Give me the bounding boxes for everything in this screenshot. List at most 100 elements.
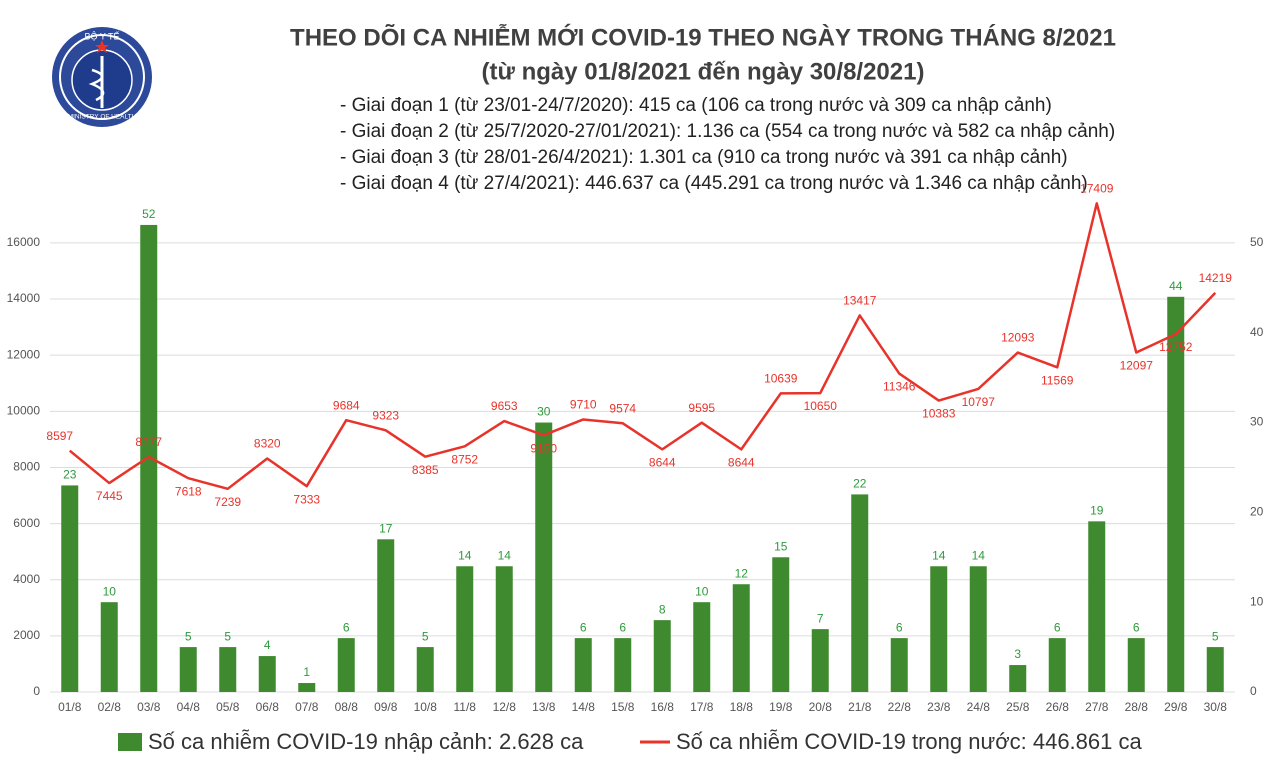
x-tick-label: 09/8 (374, 700, 398, 714)
bar-value-label: 5 (422, 629, 429, 643)
bar (1167, 296, 1185, 692)
bar-value-label: 1 (303, 665, 310, 679)
annotation: - Giai đoạn 2 (từ 25/7/2020-27/01/2021):… (340, 121, 1115, 142)
y-tick-label: 0 (33, 684, 40, 698)
x-tick-label: 12/8 (493, 700, 517, 714)
bar-value-label: 14 (932, 548, 946, 562)
bar-value-label: 14 (972, 548, 986, 562)
line-value-label: 7445 (96, 489, 123, 503)
y2-tick-label: 50 (1250, 235, 1264, 249)
x-tick-label: 10/8 (414, 700, 438, 714)
bar (535, 422, 553, 692)
x-tick-label: 23/8 (927, 700, 951, 714)
bar-value-label: 30 (537, 405, 551, 419)
logo-bottom: MINISTRY OF HEALTH (68, 114, 137, 121)
line-value-label: 9653 (491, 399, 518, 413)
x-tick-label: 16/8 (651, 700, 675, 714)
line-value-label: 12752 (1159, 340, 1193, 354)
bar-value-label: 6 (1133, 620, 1140, 634)
bar (298, 683, 316, 692)
y-tick-label: 4000 (13, 572, 40, 586)
y-tick-label: 10000 (7, 403, 41, 417)
bar (1009, 665, 1027, 692)
x-tick-label: 19/8 (769, 700, 793, 714)
bar (614, 638, 632, 692)
y-tick-label: 12000 (7, 347, 41, 361)
chart-title: THEO DÕI CA NHIỄM MỚI COVID-19 THEO NGÀY… (290, 22, 1116, 51)
line-value-label: 12097 (1120, 359, 1154, 373)
line-value-label: 8385 (412, 463, 439, 477)
x-tick-label: 13/8 (532, 700, 556, 714)
x-tick-label: 08/8 (335, 700, 359, 714)
line-value-label: 17409 (1080, 182, 1114, 196)
bar (1127, 638, 1145, 692)
bar-value-label: 4 (264, 638, 271, 652)
bar-value-label: 22 (853, 477, 867, 491)
line-value-label: 9684 (333, 398, 360, 412)
y-tick-label: 14000 (7, 291, 41, 305)
x-tick-label: 26/8 (1046, 700, 1070, 714)
bar (456, 566, 474, 692)
bar (1088, 521, 1106, 692)
x-tick-label: 28/8 (1125, 700, 1149, 714)
bar (179, 647, 197, 692)
chart-subtitle: (từ ngày 01/8/2021 đến ngày 30/8/2021) (482, 58, 925, 85)
line-value-label: 8644 (649, 456, 676, 470)
y-tick-label: 6000 (13, 516, 40, 530)
y2-tick-label: 30 (1250, 415, 1264, 429)
y-tick-label: 16000 (7, 235, 41, 249)
line-value-label: 8644 (728, 456, 755, 470)
bar-value-label: 6 (1054, 620, 1061, 634)
x-tick-label: 11/8 (454, 700, 477, 714)
x-tick-label: 21/8 (848, 700, 872, 714)
bar-value-label: 5 (185, 629, 192, 643)
line (68, 202, 1217, 491)
bar (219, 647, 237, 692)
line-value-label: 10650 (804, 399, 838, 413)
bar-value-label: 15 (774, 539, 788, 553)
y2-tick-label: 40 (1250, 325, 1264, 339)
bar (890, 638, 908, 692)
line-value-label: 9323 (372, 408, 399, 422)
bar-value-label: 6 (580, 620, 587, 634)
line-value-label: 7618 (175, 484, 202, 498)
bar (653, 620, 671, 692)
line-value-label: 9595 (688, 401, 715, 415)
x-tick-label: 04/8 (177, 700, 201, 714)
x-tick-label: 03/8 (137, 700, 161, 714)
bar (772, 557, 790, 692)
x-tick-label: 01/8 (58, 700, 82, 714)
annotation: - Giai đoạn 4 (từ 27/4/2021): 446.637 ca… (340, 173, 1088, 194)
bar (337, 638, 355, 692)
bar-value-label: 17 (379, 521, 393, 535)
line-value-label: 11346 (883, 380, 916, 394)
line-value-label: 9150 (530, 441, 557, 455)
bar-value-label: 6 (619, 620, 626, 634)
x-tick-label: 22/8 (888, 700, 912, 714)
bar (1206, 647, 1224, 692)
annotation: - Giai đoạn 1 (từ 23/01-24/7/2020): 415 … (340, 95, 1052, 116)
x-tick-label: 25/8 (1006, 700, 1030, 714)
legend-label: Số ca nhiễm COVID-19 trong nước: 446.861… (676, 729, 1142, 754)
line-value-label: 7333 (293, 492, 320, 506)
bar-value-label: 14 (458, 548, 472, 562)
bar-value-label: 7 (817, 611, 824, 625)
line-value-label: 8752 (451, 453, 478, 467)
bar-value-label: 5 (224, 629, 231, 643)
x-tick-label: 05/8 (216, 700, 240, 714)
line-value-label: 8597 (46, 429, 73, 443)
y2-tick-label: 0 (1250, 684, 1257, 698)
bar-value-label: 5 (1212, 629, 1219, 643)
bar-value-label: 10 (103, 584, 117, 598)
bar (811, 629, 829, 692)
bar-value-label: 10 (695, 584, 709, 598)
y-tick-label: 8000 (13, 460, 40, 474)
bar (61, 485, 79, 692)
logo-top: BỘ Y TẾ (84, 31, 119, 41)
x-tick-label: 29/8 (1164, 700, 1188, 714)
y-tick-label: 2000 (13, 628, 40, 642)
x-tick-label: 18/8 (730, 700, 754, 714)
annotation: - Giai đoạn 3 (từ 28/01-26/4/2021): 1.30… (340, 147, 1068, 168)
bar (416, 647, 434, 692)
x-tick-label: 30/8 (1204, 700, 1228, 714)
